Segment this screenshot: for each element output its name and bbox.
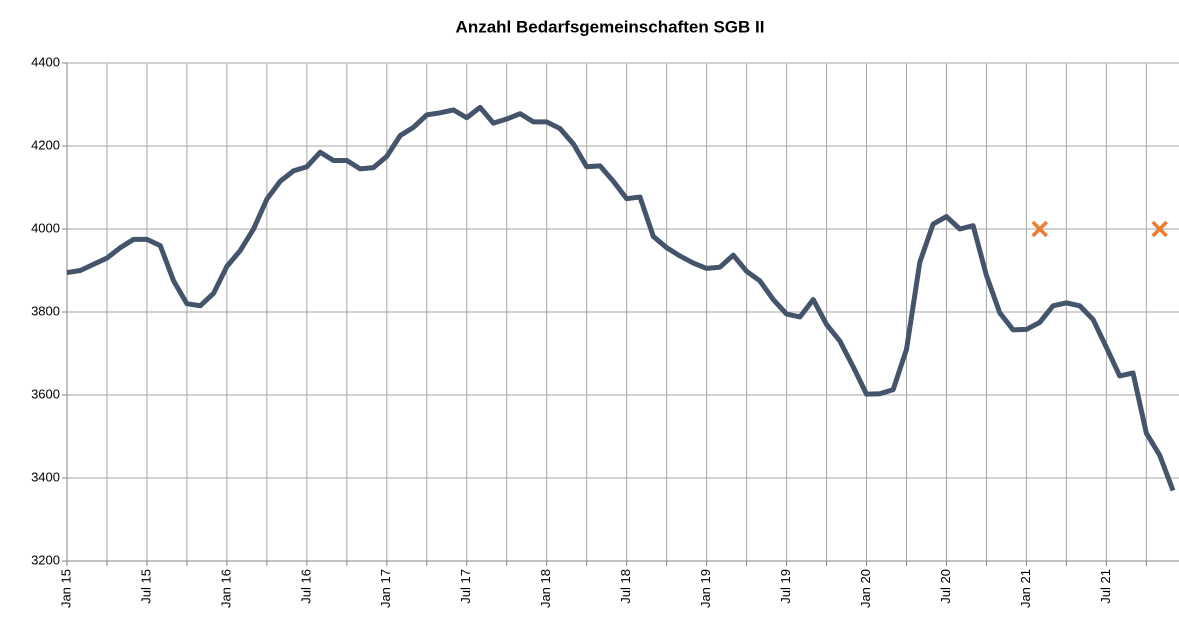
y-tick-label: 3800 (31, 303, 60, 318)
x-marker (1151, 220, 1168, 238)
x-tick-label: Jul 17 (458, 569, 473, 604)
y-tick-label: 4000 (31, 220, 60, 235)
x-tick-label: Jan 17 (378, 569, 393, 608)
x-tick-label: Jul 19 (778, 569, 793, 604)
x-tick-label: Jul 21 (1098, 569, 1113, 604)
x-tick-label: Jan 21 (1018, 569, 1033, 608)
x-marker (1031, 220, 1048, 238)
line (66, 104, 1176, 492)
x-tick-label: Jan 20 (858, 569, 873, 608)
y-tick-label: 4400 (31, 54, 60, 69)
x-tick-label: Jan 19 (698, 569, 713, 608)
x-tick-label: Jul 20 (938, 569, 953, 604)
y-tick-label: 3400 (31, 469, 60, 484)
chart-title: Anzahl Bedarfsgemeinschaften SGB II (456, 17, 765, 36)
x-tick-label: Jan 16 (218, 569, 233, 608)
y-tick-label: 4200 (31, 137, 60, 152)
x-tick-label: Jul 16 (298, 569, 313, 604)
x-tick-label: Jul 15 (138, 569, 153, 604)
x-tick-label: Jan 18 (538, 569, 553, 608)
x-tick-label: Jul 18 (618, 569, 633, 604)
y-tick-label: 3600 (31, 386, 60, 401)
x-tick-label: Jan 15 (58, 569, 73, 608)
y-tick-label: 3200 (31, 552, 60, 567)
